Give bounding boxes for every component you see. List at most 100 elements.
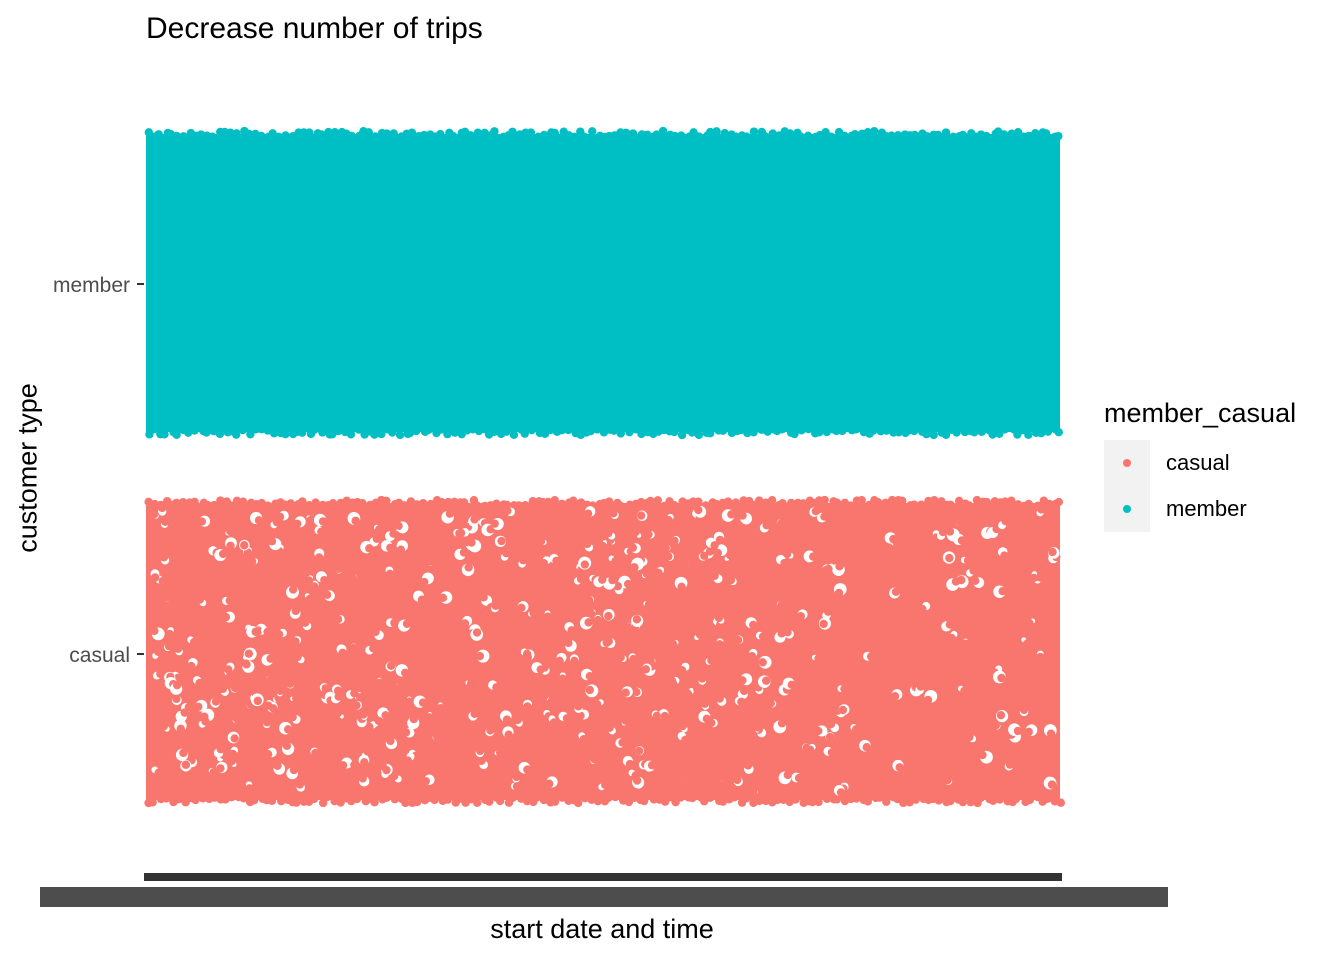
casual-point [660,711,670,721]
member-point [202,428,211,437]
casual-point [418,698,428,707]
casual-point [460,619,470,628]
casual-point [178,498,188,507]
casual-point [916,682,925,691]
casual-point [275,512,285,522]
casual-point [401,728,411,737]
casual-point [766,699,775,708]
casual-point [314,553,324,562]
casual-point [603,793,613,803]
casual-point [773,795,782,805]
casual-point [539,795,549,805]
casual-point [960,639,970,648]
casual-point [273,761,282,770]
casual-point [707,656,716,665]
casual-point [725,550,735,560]
casual-point [1019,705,1029,714]
casual-point [243,548,252,557]
casual-point [492,683,501,692]
casual-point [733,775,742,785]
member-point [628,129,638,138]
member-point [364,128,373,137]
member-point [749,127,759,136]
casual-point [631,527,640,537]
casual-point [891,587,901,596]
casual-point [282,741,292,751]
member-point [893,131,903,140]
casual-point [285,679,295,688]
casual-point [630,563,639,572]
casual-point [604,528,613,538]
casual-point [1029,573,1039,583]
casual-point [1025,795,1035,805]
member-point [347,131,356,141]
casual-point [608,575,617,585]
casual-point [165,629,174,639]
casual-point [502,500,512,510]
member-point [546,425,555,435]
casual-point [549,718,559,727]
casual-point [288,712,297,722]
member-point [268,129,277,138]
member-point [637,429,646,439]
casual-point [195,595,205,604]
member-point [670,427,679,437]
casual-point [292,694,301,703]
casual-point [390,618,399,628]
casual-point [209,500,219,510]
casual-point [172,680,182,690]
casual-point [522,796,532,806]
casual-point [910,500,919,509]
casual-point [777,629,786,638]
casual-point [1045,499,1054,509]
casual-point [400,501,409,510]
casual-point [363,747,372,756]
casual-point [664,516,673,525]
casual-point [882,797,891,806]
casual-point [360,758,369,767]
casual-point [472,798,482,807]
member-point [1000,425,1009,434]
casual-point [372,534,381,543]
casual-point [491,601,500,611]
casual-point [661,543,670,553]
casual-point [862,743,871,752]
member-point [593,425,602,434]
member-point [154,130,163,139]
casual-point [945,620,955,629]
member-point [988,430,997,439]
casual-point [1013,726,1023,736]
casual-point [523,702,532,711]
casual-point [238,497,248,506]
member-point [466,131,475,140]
casual-point [386,661,396,670]
member-point [1007,129,1016,138]
casual-point [495,748,505,757]
casual-point [960,686,969,696]
casual-point [814,797,823,807]
casual-point [639,796,649,806]
casual-point [611,792,620,802]
casual-point [421,776,430,786]
member-point [371,132,380,141]
casual-point [555,656,564,666]
casual-point [1025,618,1034,628]
casual-point [644,600,653,610]
casual-point [1048,547,1057,557]
casual-point [1056,798,1066,807]
casual-point [576,574,586,584]
casual-point [997,673,1006,683]
casual-point [437,497,447,507]
member-point [419,130,429,140]
casual-point [811,507,821,516]
casual-point [191,795,200,805]
casual-point [464,563,473,572]
member-point [851,425,861,434]
casual-point [976,793,985,803]
member-point [909,426,919,436]
casual-point [754,723,763,732]
member-point [712,127,721,136]
casual-point [189,637,199,647]
casual-point [227,792,236,802]
member-point [694,132,704,141]
